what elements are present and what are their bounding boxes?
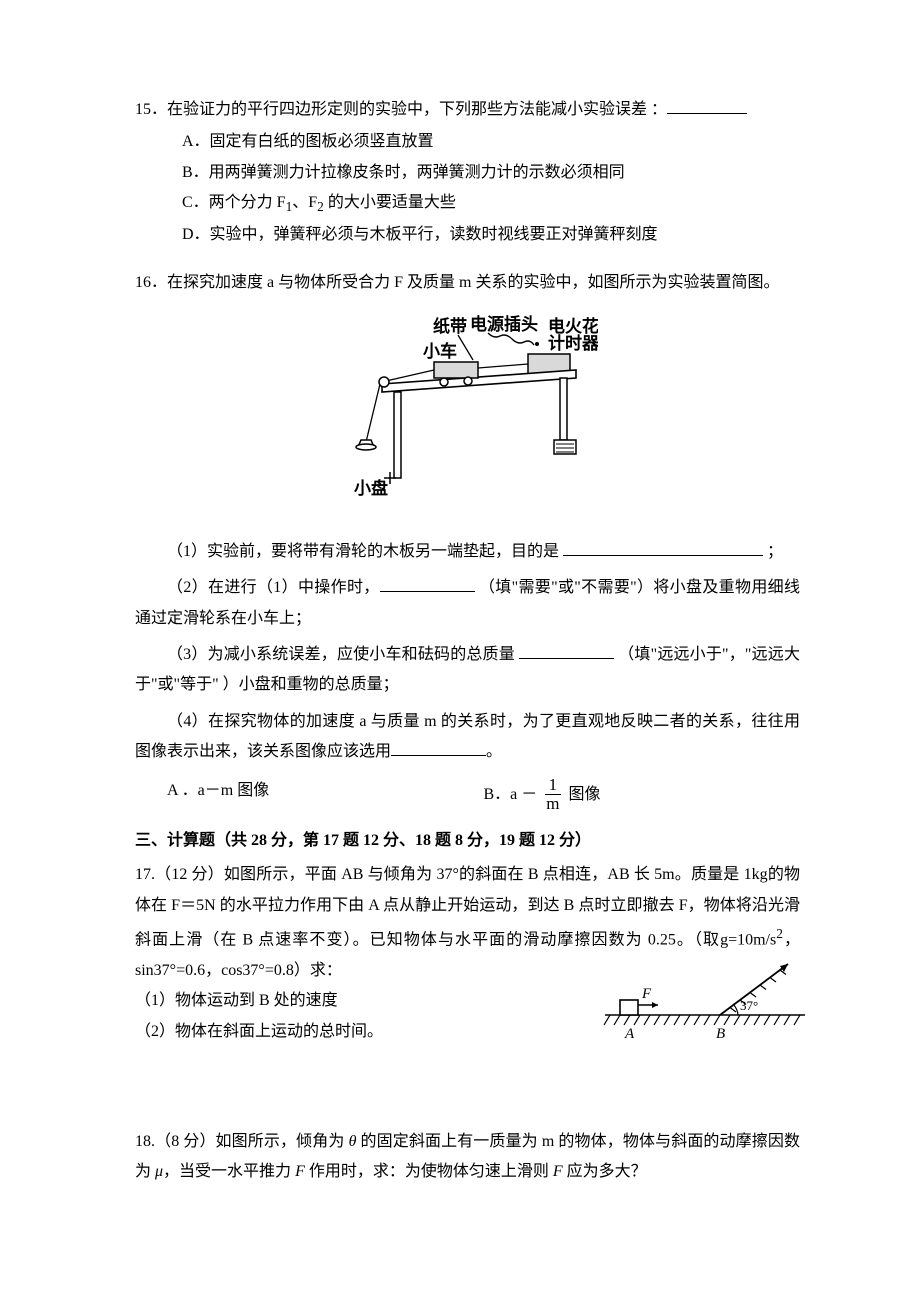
q15-c-pre: C．两个分力 F	[182, 194, 286, 211]
q16-options: A ．a－m 图像 B．a － 1 m 图像	[167, 776, 800, 814]
frac-den: m	[542, 795, 563, 814]
q15-opt-b: B．用两弹簧测力计拉橡皮条时，两弹簧测力计的示数必须相同	[182, 158, 800, 188]
q16-p2a: （2）在进行（1）中操作时，	[167, 579, 380, 596]
q16-p4b: 。	[486, 743, 502, 760]
q18-block: 18.（8 分）如图所示，倾角为 θ 的固定斜面上有一质量为 m 的物体，物体与…	[135, 1127, 800, 1188]
q18-text-content: 18.（8 分）如图所示，倾角为 θ 的固定斜面上有一质量为 m 的物体，物体与…	[135, 1133, 800, 1180]
q15-number: 15．	[135, 101, 167, 118]
q16-p1-blank	[563, 540, 763, 556]
q16-optb-pre: B．a －	[484, 780, 538, 810]
angle-label: 37°	[740, 998, 758, 1013]
point-a: A	[624, 1026, 635, 1042]
label-tape: 纸带	[433, 316, 467, 336]
force-label: F	[641, 986, 652, 1002]
q16-number: 16．	[135, 274, 167, 291]
q16-p1-end: ；	[763, 543, 783, 560]
label-timer2: 计时器	[548, 333, 598, 353]
q15-stem: 15．在验证力的平行四边形定则的实验中，下列那些方法能减小实验误差 ：	[135, 95, 800, 125]
q16-opt-a: A ．a－m 图像	[167, 776, 484, 814]
q16-optb-post: 图像	[569, 780, 601, 810]
q16-p3: （3）为减小系统误差，应使小车和砝码的总质量 （填"远远小于"，"远远大于"或"…	[135, 640, 800, 701]
q16-opt-b: B．a － 1 m 图像	[484, 776, 601, 814]
q16-diagram: 纸带 电源插头 电火花 计时器 小车	[135, 312, 800, 518]
label-pan: 小盘	[354, 478, 388, 498]
q16-p4-blank	[391, 740, 486, 756]
q15-c-post: 的大小要适量大些	[324, 194, 456, 211]
fraction-1-over-m: 1 m	[542, 776, 563, 814]
section3-title: 三、计算题（共 28 分，第 17 题 12 分、18 题 8 分，19 题 1…	[135, 826, 800, 856]
q16-p2-blank	[380, 576, 475, 592]
q15-opt-d: D．实验中，弹簧秤必须与木板平行，读数时视线要正对弹簧秤刻度	[182, 220, 800, 250]
q15-opt-c: C．两个分力 F1、F2 的大小要适量大些	[182, 188, 800, 220]
q16-p3-blank	[519, 643, 614, 659]
q15-c-sub2: 2	[317, 199, 324, 214]
q18-text: 18.（8 分）如图所示，倾角为 θ 的固定斜面上有一质量为 m 的物体，物体与…	[135, 1127, 800, 1188]
q16-stem: 16．在探究加速度 a 与物体所受合力 F 及质量 m 关系的实验中，如图所示为…	[135, 268, 800, 298]
q16-p4: （4）在探究物体的加速度 a 与质量 m 的关系时，为了更直观地反映二者的关系，…	[135, 707, 800, 768]
q16-p1: （1）实验前，要将带有滑轮的木板另一端垫起，目的是 ；	[135, 537, 800, 567]
q15-text: 在验证力的平行四边形定则的实验中，下列那些方法能减小实验误差 ：	[167, 101, 667, 118]
q16-p1-text: （1）实验前，要将带有滑轮的木板另一端垫起，目的是	[167, 543, 563, 560]
q16-text: 在探究加速度 a 与物体所受合力 F 及质量 m 关系的实验中，如图所示为实验装…	[167, 274, 779, 291]
q16-p2: （2）在进行（1）中操作时， （填"需要"或"不需要"）将小盘及重物用细线通过定…	[135, 573, 800, 634]
label-timer1: 电火花	[548, 316, 598, 336]
frac-num: 1	[545, 776, 562, 796]
q15-blank	[667, 98, 747, 114]
q17-block: 17.（12 分）如图所示，平面 AB 与倾角为 37°的斜面在 B 点相连，A…	[135, 860, 800, 1047]
q15-options: A．固定有白纸的图板必须竖直放置 B．用两弹簧测力计拉橡皮条时，两弹簧测力计的示…	[135, 127, 800, 250]
q17-figure: 37° F A B	[600, 960, 810, 1056]
q17-line1: 17.（12 分）如图所示，平面 AB 与倾角为 37°的斜面在 B 点相连，A…	[135, 866, 800, 948]
label-cart: 小车	[423, 341, 457, 361]
q16-p3a: （3）为减小系统误差，应使小车和砝码的总质量	[167, 646, 519, 663]
point-b: B	[716, 1026, 725, 1042]
q15-c-mid: 、F	[292, 194, 317, 211]
q15-opt-a: A．固定有白纸的图板必须竖直放置	[182, 127, 800, 157]
q17-sup: 2	[776, 926, 783, 941]
label-plug: 电源插头	[470, 314, 538, 334]
